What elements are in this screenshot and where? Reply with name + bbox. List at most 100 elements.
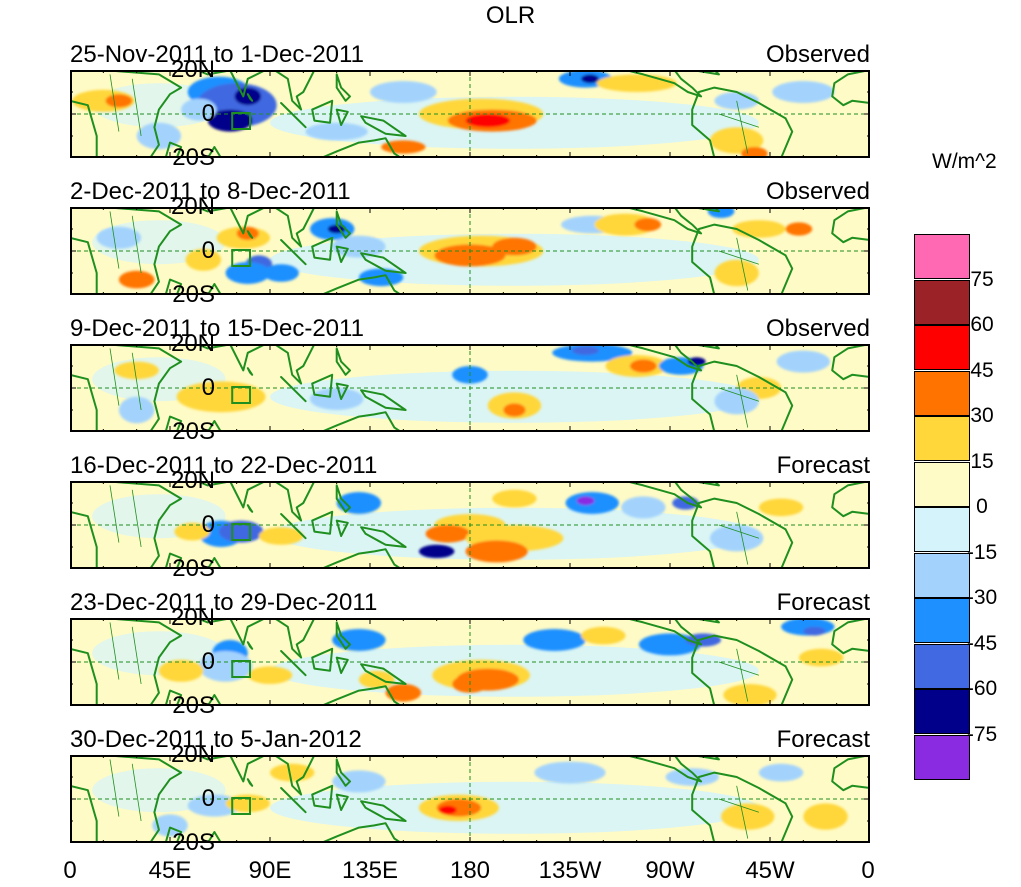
colorbar-level-label: 75 <box>970 267 994 291</box>
coastline <box>624 618 703 646</box>
country-border <box>131 352 142 411</box>
coastline <box>360 526 407 548</box>
coastline <box>691 634 794 706</box>
anomaly-contour <box>672 496 699 510</box>
coastline <box>691 618 720 624</box>
panel-data-type: Forecast <box>776 452 870 479</box>
coastline <box>70 755 183 843</box>
anomaly-contour <box>492 489 537 508</box>
coastline <box>691 207 720 213</box>
colorbar-level-label: -75 <box>966 722 998 746</box>
colorbar-level-label: 45 <box>970 358 994 382</box>
anomaly-contour <box>523 629 586 651</box>
coastline <box>164 826 183 843</box>
latitude-label: 20N <box>170 741 215 768</box>
coastline <box>70 70 183 158</box>
longitude-label: 0 <box>63 857 77 884</box>
coastline <box>195 344 234 350</box>
colorbar-swatch <box>914 689 970 734</box>
latitude-label: 20S <box>172 418 215 445</box>
colorbar-level-label: 15 <box>970 449 994 473</box>
country-border <box>718 524 760 539</box>
coastline <box>273 618 316 659</box>
coastline <box>229 618 267 646</box>
anomaly-contour <box>370 81 437 103</box>
anomaly-contour <box>218 520 264 543</box>
latitude-label: 20N <box>170 467 215 494</box>
coastline <box>691 755 720 761</box>
panel-date-range: 16-Dec-2011 to 22-Dec-2011 <box>70 452 378 479</box>
anomaly-contour <box>687 357 706 366</box>
coastline <box>164 278 183 295</box>
panel-date-range: 23-Dec-2011 to 29-Dec-2011 <box>70 589 378 616</box>
figure-title: OLR <box>485 2 536 29</box>
coastline <box>335 484 351 513</box>
coastline <box>311 784 334 809</box>
anomaly-contour <box>772 81 835 103</box>
coastline <box>691 344 720 350</box>
coastline <box>360 800 407 822</box>
coastline <box>246 504 254 513</box>
coastline <box>335 210 351 239</box>
country-border <box>131 763 142 822</box>
anomaly-contour <box>634 218 662 232</box>
colorbar-swatch <box>914 416 970 461</box>
country-border <box>131 626 142 685</box>
longitude-label: 135W <box>538 857 602 884</box>
anomaly-contour <box>710 127 764 154</box>
country-border <box>109 348 120 406</box>
anomaly-contour <box>438 805 457 815</box>
coastline <box>360 389 407 411</box>
coastline <box>624 70 703 98</box>
coastline <box>691 86 794 158</box>
coastline <box>831 755 870 792</box>
coastline <box>311 99 334 124</box>
index-region-box <box>231 112 252 130</box>
country-border <box>718 387 760 402</box>
latitude-label: 0 <box>201 511 215 538</box>
coastline <box>246 367 254 376</box>
colorbar-swatch <box>914 461 970 507</box>
panel-data-type: Observed <box>765 178 870 205</box>
country-border <box>109 622 120 680</box>
coastline <box>280 787 307 814</box>
latitude-label: 20S <box>172 692 215 719</box>
anomaly-contour <box>185 248 222 271</box>
panel-date-range: 9-Dec-2011 to 15-Dec-2011 <box>70 315 364 342</box>
anomaly-contour <box>710 525 764 552</box>
coastline <box>273 207 316 248</box>
map-panel: 30-Dec-2011 to 5-Jan-2012 Forecast <box>70 726 870 843</box>
coastline <box>229 755 267 783</box>
anomaly-contour <box>385 684 422 702</box>
latitude-label: 0 <box>201 374 215 401</box>
anomaly-contour <box>310 388 364 410</box>
index-region-box <box>231 523 252 541</box>
olr-anomaly-map <box>70 344 870 432</box>
anomaly-contour <box>596 74 677 92</box>
coastline <box>831 70 870 107</box>
anomaly-contour <box>581 74 599 84</box>
country-border <box>718 250 760 265</box>
anomaly-contour <box>258 527 304 545</box>
coastline <box>229 70 267 98</box>
coastline <box>195 755 234 761</box>
panel-date-range: 2-Dec-2011 to 8-Dec-2011 <box>70 178 351 205</box>
olr-anomaly-map <box>70 481 870 569</box>
latitude-label: 0 <box>201 785 215 812</box>
coastline <box>280 376 307 403</box>
coastline <box>206 146 223 158</box>
coastline <box>70 344 183 432</box>
olr-anomaly-map <box>70 70 870 158</box>
anomaly-contour <box>118 396 155 424</box>
coastline <box>360 115 407 137</box>
colorbar-swatch <box>914 598 970 643</box>
anomaly-contour <box>776 350 830 373</box>
colorbar-level-label: -15 <box>966 540 998 564</box>
coastline <box>335 758 351 787</box>
coastline <box>691 70 720 76</box>
coastline <box>229 344 267 372</box>
coastline <box>335 347 351 376</box>
anomaly-contour <box>741 147 768 158</box>
map-panel: 23-Dec-2011 to 29-Dec-2011 Forecast <box>70 589 870 706</box>
country-border <box>718 113 760 128</box>
